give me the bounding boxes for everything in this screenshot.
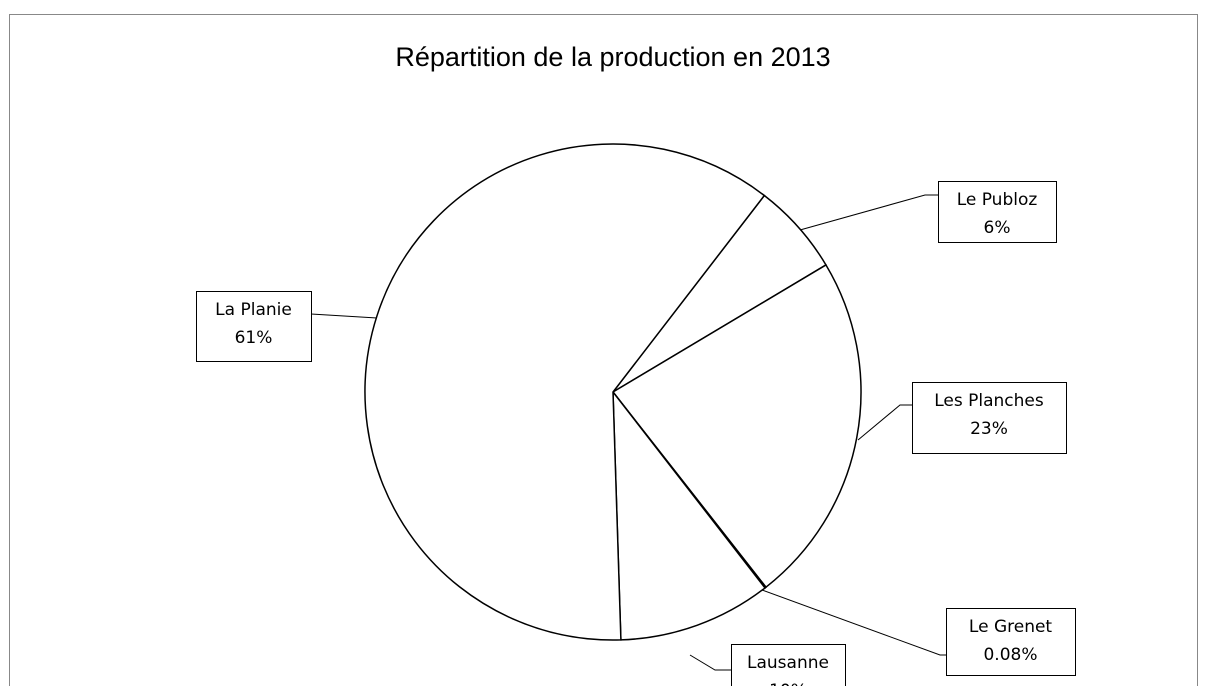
label-box [731, 644, 846, 686]
chart-title: Répartition de la production en 2013 [395, 42, 830, 72]
value-label: 61% [235, 328, 273, 348]
leader-line [689, 654, 731, 671]
value-label: 6% [984, 218, 1011, 238]
value-label: 0.08% [983, 645, 1037, 665]
category-label: Les Planches [934, 391, 1044, 411]
pie-slice [612, 389, 767, 641]
leader-line [799, 194, 938, 231]
value-label: 10% [769, 681, 807, 686]
leader-line [310, 313, 378, 319]
label-box [938, 181, 1057, 243]
leader-line [857, 404, 912, 441]
category-label: Le Grenet [969, 617, 1053, 637]
category-label: Lausanne [747, 653, 829, 673]
label-box [196, 291, 312, 362]
pie-slice [364, 143, 766, 641]
leader-line [761, 589, 946, 656]
label-box [912, 382, 1067, 454]
value-label: 23% [970, 419, 1008, 439]
label-box [946, 608, 1076, 676]
category-label: La Planie [215, 300, 292, 320]
category-label: Le Publoz [957, 190, 1038, 210]
pie-slice [611, 263, 862, 589]
